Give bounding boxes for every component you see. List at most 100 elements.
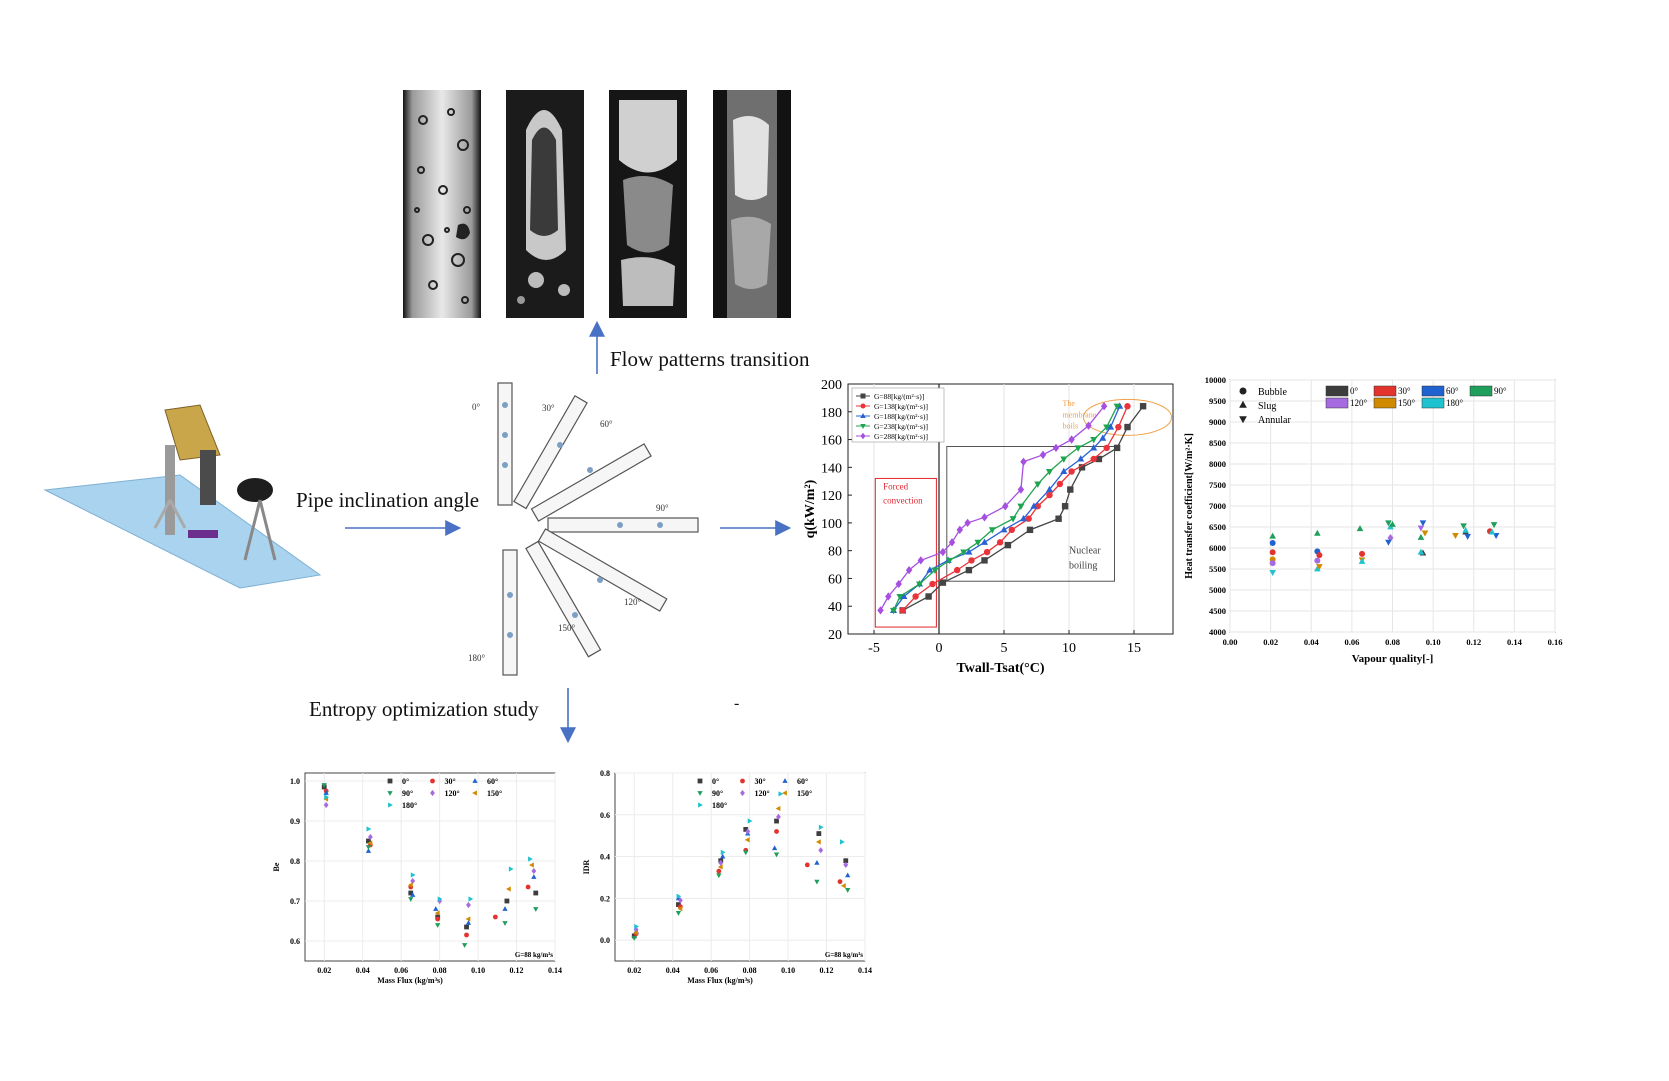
series-point: [1090, 455, 1097, 463]
color-legend-swatch: [1373, 397, 1397, 409]
x-tick-label: 0.08: [1385, 637, 1400, 647]
scatter-point: [525, 884, 531, 890]
series-point: [1009, 516, 1017, 523]
legend-label: G=138[kg/(m²·s)]: [874, 402, 928, 411]
scatter-point: [744, 837, 750, 843]
series-point: [1124, 423, 1131, 431]
scatter-point: [434, 910, 440, 916]
scatter-point: [743, 850, 749, 856]
scatter-point: [410, 872, 416, 878]
series-point: [905, 565, 913, 575]
caption-flow-patterns: Flow patterns transition: [610, 347, 810, 371]
y-tick-label: 0.9: [290, 817, 300, 826]
scatter-point: [840, 883, 846, 889]
series-point: [1113, 444, 1121, 452]
marker-legend-label: Bubble: [1258, 387, 1287, 398]
series-point: [965, 548, 973, 555]
scatter-point: [815, 839, 821, 845]
scatter-point: [716, 868, 722, 874]
legend-label: 90°: [402, 789, 413, 798]
scatter-point: [410, 892, 416, 897]
series-point: [931, 567, 939, 574]
legend-marker: [860, 403, 866, 409]
series-point: [889, 607, 898, 615]
series-point: [983, 548, 991, 556]
x-tick-label: 0.04: [1304, 637, 1320, 647]
series-point: [1107, 423, 1115, 430]
legend-marker: [430, 778, 435, 784]
y-tick-label: 200: [821, 378, 842, 393]
x-tick-label: 0: [936, 641, 943, 656]
series-point: [1115, 423, 1122, 431]
series-point: [1017, 503, 1025, 511]
series-point: [877, 606, 884, 615]
series-point: [885, 592, 892, 601]
x-tick-label: 0.12: [820, 966, 834, 975]
series-point: [945, 557, 953, 565]
series-point: [1034, 481, 1042, 488]
legend-label: 180°: [402, 801, 417, 810]
y-axis-label: q(kW/m²): [803, 479, 818, 538]
scatter-point: [845, 872, 851, 878]
legend-marker: [388, 802, 393, 808]
series-point: [1067, 486, 1074, 493]
color-legend-swatch: [1421, 397, 1445, 409]
forced-convection-label: Forced: [883, 482, 908, 492]
series-point: [954, 566, 961, 574]
marker-legend-symbol: [1239, 387, 1247, 395]
series-3: [889, 403, 1121, 615]
legend-marker: [740, 778, 745, 784]
series-point: [1103, 424, 1111, 431]
scatter-point: [814, 859, 820, 865]
y-tick-label: 5000: [1209, 585, 1226, 595]
series-point: [948, 538, 956, 547]
scatter-point: [716, 873, 722, 879]
legend-marker: [782, 790, 787, 796]
y-tick-label: 0.4: [600, 853, 610, 862]
scatter-point: [631, 936, 637, 941]
x-tick-label: 0.06: [704, 966, 718, 975]
y-tick-label: 0.7: [290, 897, 300, 906]
scatter-point: [435, 916, 441, 922]
series-point: [1074, 445, 1082, 452]
legend-marker: [860, 424, 866, 429]
y-tick-label: 1.0: [290, 777, 300, 786]
y-axis-label: IDR: [582, 859, 591, 874]
htc-point: [1460, 523, 1467, 530]
scatter-point: [433, 906, 439, 911]
legend-marker: [387, 791, 393, 796]
legend-label: 120°: [755, 789, 770, 798]
forced-convection-box: [874, 477, 937, 628]
x-tick-label: 0.06: [394, 966, 408, 975]
y-axis-label: Heat transfer coefficient[W/m²·K]: [1184, 433, 1195, 579]
scatter-point: [502, 906, 508, 911]
be-chart: 0.02 0.04 0.06 0.08 0.10 0.12 0.14 0.6 0.7 0.8 0.9…: [272, 772, 562, 985]
scatter-point: [631, 933, 637, 939]
scatter-point: [323, 801, 329, 809]
x-tick-label: 0.06: [1344, 637, 1359, 647]
series-point: [939, 547, 947, 557]
series-point: [1000, 525, 1008, 533]
nucleate-boiling-box: [946, 446, 1115, 582]
scatter-point: [773, 852, 780, 858]
htc-point: [1269, 569, 1276, 576]
membrane-boiling-ellipse: [1083, 398, 1172, 436]
flow-photo-slug: [506, 90, 584, 318]
legend-marker: [472, 790, 477, 796]
y-tick-label: 4000: [1209, 627, 1226, 637]
pipe-inclination-illustration: 0° 30° 60° 90° 120° 150° 180°: [468, 382, 699, 676]
legend-marker: [860, 393, 866, 399]
angle-label-0: 0°: [472, 402, 481, 412]
series-point: [1045, 485, 1054, 493]
x-tick-label: 5: [1001, 641, 1008, 656]
series-point: [1008, 526, 1015, 534]
scatter-point: [492, 914, 498, 920]
scatter-point: [466, 901, 471, 909]
legend-marker: [387, 778, 393, 784]
scatter-point: [774, 829, 779, 834]
htc-point: [1452, 533, 1459, 539]
membrane-boiling-label: The: [1063, 399, 1076, 408]
series-point: [1055, 515, 1062, 522]
htc-point: [1387, 534, 1394, 542]
series-point: [1020, 457, 1027, 466]
